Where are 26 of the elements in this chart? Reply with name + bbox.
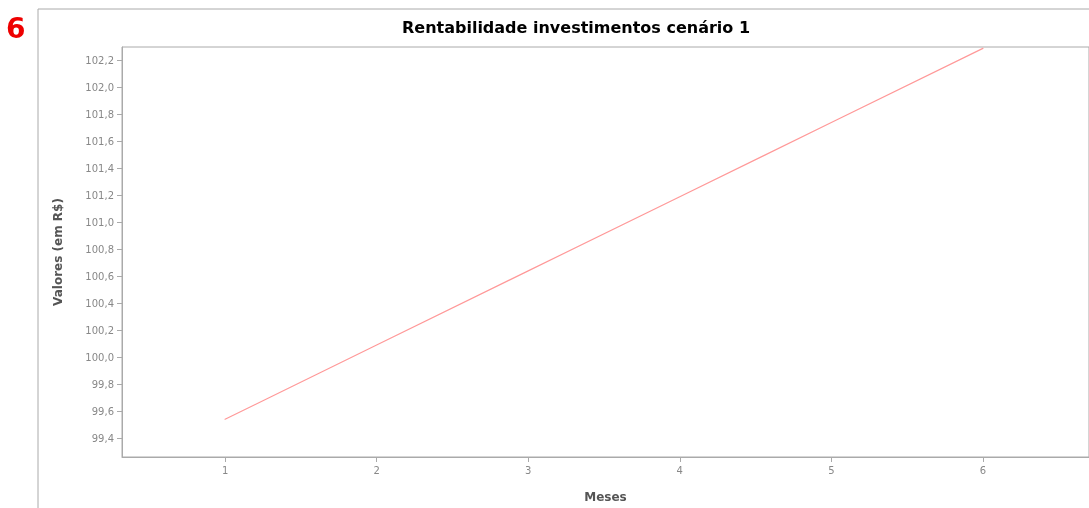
y-tick-label: 100,0: [85, 351, 114, 363]
x-tick-label: 4: [676, 464, 683, 476]
y-tick-label: 101,4: [85, 162, 114, 174]
y-axis-title: Valores (em R$): [51, 198, 65, 306]
text: 6: [6, 11, 26, 45]
y-tick-label: 101,8: [85, 108, 114, 120]
x-tick-label: 3: [525, 464, 532, 476]
y-tick-label: 100,4: [85, 297, 114, 309]
chart-title: Rentabilidade investimentos cenário 1: [401, 17, 751, 37]
y-tick-label: 101,6: [85, 135, 114, 147]
x-tick-label: 5: [828, 464, 835, 476]
x-tick-label: 2: [373, 464, 380, 476]
y-tick-label: 100,6: [85, 270, 114, 282]
x-tick-label: 1: [221, 464, 229, 476]
y-tick-label: 99,4: [91, 432, 114, 444]
y-tick-label: 101,0: [85, 216, 114, 228]
y-tick-label: 102,0: [85, 81, 114, 93]
y-tick-label: 99,8: [91, 378, 114, 390]
x-tick-label: 6: [979, 464, 987, 476]
line-series: [224, 47, 984, 420]
y-tick-label: 100,2: [85, 324, 114, 336]
y-tick-label: 100,8: [85, 243, 114, 255]
x-axis-title: Meses: [584, 490, 627, 504]
y-tick-label: 99,6: [91, 405, 114, 417]
y-tick-label: 101,2: [85, 189, 114, 201]
y-tick-label: 102,2: [85, 54, 114, 66]
